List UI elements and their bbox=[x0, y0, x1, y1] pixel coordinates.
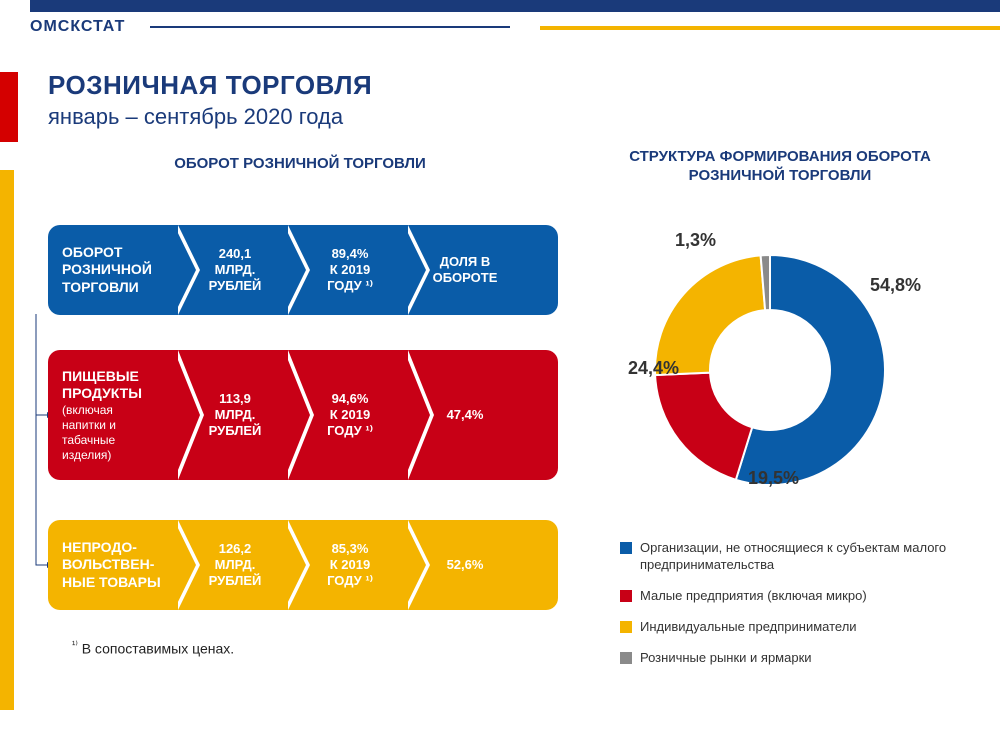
legend-row: Организации, не относящиеся к субъектам … bbox=[620, 540, 960, 574]
right-column-heading: СТРУКТУРА ФОРМИРОВАНИЯ ОБОРОТА РОЗНИЧНОЙ… bbox=[600, 148, 960, 186]
legend-label-1: Малые предприятия (включая микро) bbox=[640, 588, 867, 605]
banner-3-seg1-l1: НЕПРОДО- bbox=[62, 539, 168, 557]
top-divider-yellow bbox=[540, 26, 1000, 30]
banner-2-seg1-sub3: табачные bbox=[62, 433, 168, 448]
page-title: РОЗНИЧНАЯ ТОРГОВЛЯ bbox=[48, 70, 372, 101]
banner-3-seg2-l2: МЛРД. bbox=[192, 557, 278, 573]
banner-2-seg1-l2: ПРОДУКТЫ bbox=[62, 385, 168, 403]
footnote-text: В сопоставимых ценах. bbox=[82, 641, 234, 657]
banner-1-seg2-l2: МЛРД. bbox=[192, 262, 278, 278]
banner-1-seg4-l2: ОБОРОТЕ bbox=[422, 270, 508, 286]
legend-row: Индивидуальные предприниматели bbox=[620, 619, 960, 636]
page-subtitle: январь – сентябрь 2020 года bbox=[48, 104, 343, 130]
legend-label-3: Розничные рынки и ярмарки bbox=[640, 650, 812, 667]
banner-2-seg1-sub1: (включая bbox=[62, 403, 168, 418]
banner-2-seg4-l1: 47,4% bbox=[422, 407, 508, 423]
legend-swatch-icon bbox=[620, 542, 632, 554]
banner-2-seg1-l1: ПИЩЕВЫЕ bbox=[62, 368, 168, 386]
legend-swatch-icon bbox=[620, 621, 632, 633]
legend-row: Розничные рынки и ярмарки bbox=[620, 650, 960, 667]
donut-pct-0: 54,8% bbox=[870, 275, 921, 296]
banner-nonfood: НЕПРОДО- ВОЛЬСТВЕН- НЫЕ ТОВАРЫ 126,2 МЛР… bbox=[48, 520, 558, 610]
banner-1-seg3-l1: 89,4% bbox=[302, 246, 398, 262]
banner-1-seg1-l1: ОБОРОТ bbox=[62, 244, 168, 262]
legend-swatch-icon bbox=[620, 590, 632, 602]
banner-3-seg2-l3: РУБЛЕЙ bbox=[192, 573, 278, 589]
banner-total: ОБОРОТ РОЗНИЧНОЙ ТОРГОВЛИ 240,1 МЛРД. РУ… bbox=[48, 225, 558, 315]
banner-1-seg2-l3: РУБЛЕЙ bbox=[192, 278, 278, 294]
left-column-heading: ОБОРОТ РОЗНИЧНОЙ ТОРГОВЛИ bbox=[130, 155, 470, 172]
legend-label-2: Индивидуальные предприниматели bbox=[640, 619, 857, 636]
banner-3-seg1-l3: НЫЕ ТОВАРЫ bbox=[62, 574, 168, 592]
legend-label-0: Организации, не относящиеся к субъектам … bbox=[640, 540, 960, 574]
banner-3-seg1-l2: ВОЛЬСТВЕН- bbox=[62, 556, 168, 574]
donut-chart: 54,8% 19,5% 24,4% 1,3% bbox=[620, 220, 920, 520]
legend-swatch-icon bbox=[620, 652, 632, 664]
banner-3-seg3-l1: 85,3% bbox=[302, 541, 398, 557]
banner-2-seg3-l2: К 2019 bbox=[302, 407, 398, 423]
donut-pct-1: 19,5% bbox=[748, 468, 799, 489]
top-bar bbox=[30, 0, 1000, 12]
banner-1-seg1-l2: РОЗНИЧНОЙ bbox=[62, 261, 168, 279]
banner-food: ПИЩЕВЫЕ ПРОДУКТЫ (включая напитки и таба… bbox=[48, 350, 558, 480]
legend-row: Малые предприятия (включая микро) bbox=[620, 588, 960, 605]
banner-1-seg4-l1: ДОЛЯ В bbox=[422, 254, 508, 270]
banner-2-seg3-l3: ГОДУ ¹⁾ bbox=[302, 423, 398, 439]
banner-2-seg1-sub2: напитки и bbox=[62, 418, 168, 433]
banner-2-seg2-l1: 113,9 bbox=[192, 391, 278, 407]
brand-label: ОМСКСТАТ bbox=[30, 18, 125, 36]
footnote: ¹⁾ В сопоставимых ценах. bbox=[72, 640, 234, 657]
banner-3-seg4-l1: 52,6% bbox=[422, 557, 508, 573]
banner-2-seg1-sub4: изделия) bbox=[62, 448, 168, 463]
banner-2-seg2-l2: МЛРД. bbox=[192, 407, 278, 423]
yellow-accent-bar bbox=[0, 170, 14, 710]
banner-2-seg2-l3: РУБЛЕЙ bbox=[192, 423, 278, 439]
banner-2-seg3-l1: 94,6% bbox=[302, 391, 398, 407]
red-accent-bar bbox=[0, 72, 18, 142]
banner-3-seg2-l1: 126,2 bbox=[192, 541, 278, 557]
banner-1-seg3-l3: ГОДУ ¹⁾ bbox=[302, 278, 398, 294]
banner-1-seg2-l1: 240,1 bbox=[192, 246, 278, 262]
donut-legend: Организации, не относящиеся к субъектам … bbox=[620, 540, 960, 680]
banner-1-seg1-l3: ТОРГОВЛИ bbox=[62, 279, 168, 297]
banner-3-seg3-l2: К 2019 bbox=[302, 557, 398, 573]
banner-1-seg3-l2: К 2019 bbox=[302, 262, 398, 278]
donut-pct-2: 24,4% bbox=[628, 358, 679, 379]
top-divider-blue bbox=[150, 26, 510, 28]
donut-pct-3: 1,3% bbox=[675, 230, 716, 251]
footnote-marker: ¹⁾ bbox=[72, 640, 78, 651]
banner-3-seg3-l3: ГОДУ ¹⁾ bbox=[302, 573, 398, 589]
